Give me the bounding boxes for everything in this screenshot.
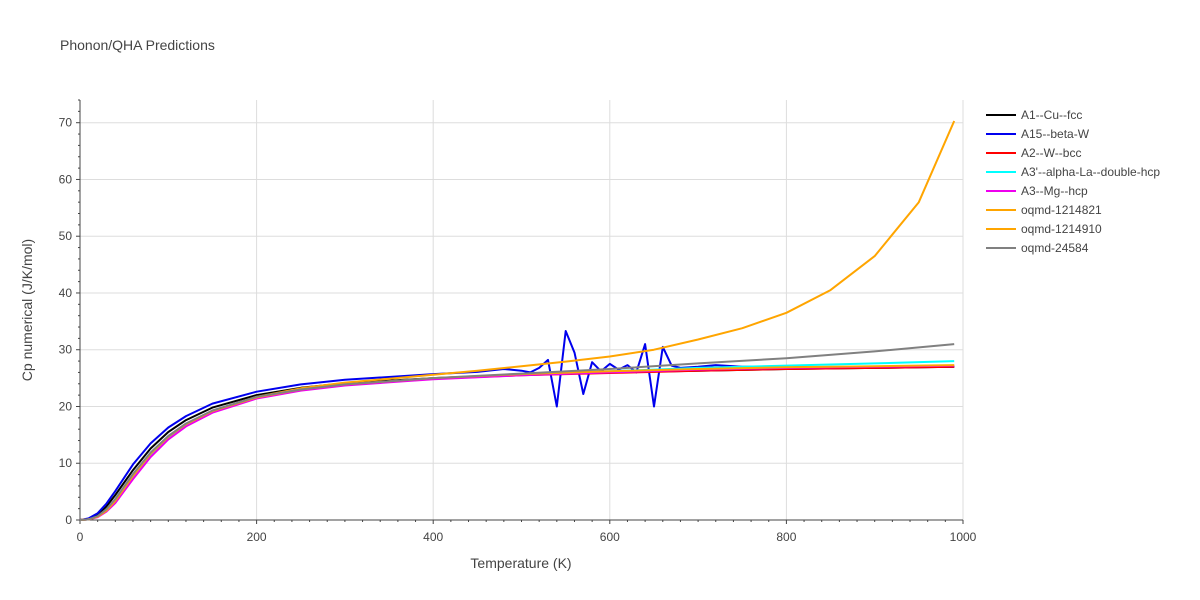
legend-label-7: oqmd-24584 [1021,241,1089,255]
axes: 0 10 20 30 40 50 60 70 0 200 400 600 800 1000 [59,99,977,544]
legend-label-1: A15--beta-W [1021,127,1090,141]
series-line-2 [79,365,955,521]
chart-title: Phonon/QHA Predictions [60,37,215,53]
legend-label-5: oqmd-1214821 [1021,203,1102,217]
series-line-0 [79,365,955,521]
y-tick-label: 40 [59,286,73,300]
y-tick-label: 50 [59,229,73,243]
legend: A1--Cu--fcc A15--beta-W A2--W--bcc A3'--alp… [986,108,1160,255]
x-tick-label: 400 [423,530,443,544]
y-tick-label: 0 [65,513,72,527]
plot-area [79,120,956,521]
y-tick-label: 10 [59,456,73,470]
series-line-6 [79,120,956,521]
x-tick-label: 200 [247,530,267,544]
series-line-4 [79,364,955,521]
series-line-7 [79,343,955,521]
x-tick-label: 600 [600,530,620,544]
y-tick-label: 60 [59,172,73,186]
series-line-3 [79,360,955,521]
x-tick-label: 1000 [950,530,977,544]
legend-label-3: A3'--alpha-La--double-hcp [1021,165,1160,179]
series-line-1 [79,330,955,521]
grid [80,100,964,520]
y-tick-label: 70 [59,116,73,130]
x-tick-label: 0 [77,530,84,544]
legend-label-6: oqmd-1214910 [1021,222,1102,236]
legend-label-4: A3--Mg--hcp [1021,184,1088,198]
series-line-5 [79,364,955,521]
x-axis-title: Temperature (K) [470,555,571,571]
y-tick-label: 30 [59,343,73,357]
y-tick-label: 20 [59,399,73,413]
x-tick-label: 800 [776,530,796,544]
legend-label-2: A2--W--bcc [1021,146,1081,160]
legend-label-0: A1--Cu--fcc [1021,108,1082,122]
y-axis-title: Cp numerical (J/K/mol) [19,239,35,381]
